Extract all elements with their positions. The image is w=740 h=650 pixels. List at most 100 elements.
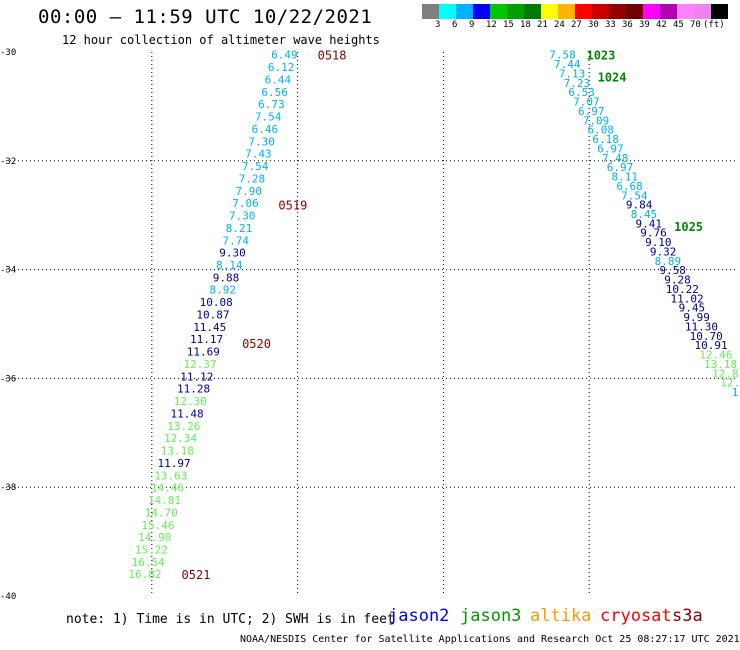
time-label: 0520 [242, 337, 271, 351]
swh-value: 11.48 [171, 407, 204, 420]
colorbar-swatch [711, 4, 728, 19]
swh-value: 7.48 [602, 152, 629, 165]
swh-value: 8.89 [655, 255, 682, 268]
swh-value: 7.74 [223, 234, 250, 247]
colorbar-swatch [592, 4, 609, 19]
colorbar-swatch [558, 4, 575, 19]
legend-jason2: jason2 [388, 606, 450, 626]
y-tick-label: -36 [0, 374, 16, 384]
colorbar-label: 36 [622, 20, 633, 30]
legend-altika: altika [530, 606, 592, 626]
swh-value: 6.53 [568, 86, 595, 99]
colorbar-swatch [490, 4, 507, 19]
colorbar-label: 27 [571, 20, 582, 30]
swh-value: 9.58 [659, 264, 686, 277]
swh-value: 9.41 [635, 217, 662, 230]
colorbar-label: 18 [520, 20, 531, 30]
time-label: 1024 [598, 70, 627, 84]
swh-value: 9.99 [683, 311, 710, 324]
colorbar-swatch [541, 4, 558, 19]
swh-value: 6.97 [597, 142, 624, 155]
swh-value: 6.44 [265, 73, 292, 86]
swh-value: 1 [732, 386, 739, 399]
swh-value: 10.70 [690, 330, 723, 343]
colorbar-label: 39 [639, 20, 650, 30]
swh-value: 14.90 [138, 531, 171, 544]
swh-value: 14.81 [148, 494, 181, 507]
footer-credit: NOAA/NESDIS Center for Satellite Applica… [240, 634, 740, 645]
swh-value: 10.91 [694, 339, 727, 352]
swh-value: 7.23 [564, 77, 591, 90]
note-text: note: 1) Time is in UTC; 2) SWH is in fe… [66, 612, 395, 627]
colorbar-swatch [439, 4, 456, 19]
legend-s3a: s3a [672, 606, 703, 626]
colorbar-label: 15 [503, 20, 514, 30]
swh-value: 7.90 [235, 185, 262, 198]
colorbar [422, 4, 728, 19]
swh-value: 10.22 [666, 283, 699, 296]
swh-value: 9.76 [640, 227, 667, 240]
swh-value: 7.06 [232, 197, 259, 210]
y-tick-label: -32 [0, 157, 16, 167]
chart-area: 606366697275-30-32-34-36-38-406.496.126.… [0, 48, 740, 602]
legend-cryosat: cryosat [600, 606, 672, 626]
swh-value: 9.30 [219, 247, 246, 260]
time-label: 1025 [674, 220, 703, 234]
y-tick-label: -34 [0, 266, 16, 276]
swh-value: 7.58 [549, 49, 576, 62]
colorbar-label: 45 [673, 20, 684, 30]
swh-value: 15.22 [135, 544, 168, 557]
time-label: 1023 [586, 49, 615, 63]
swh-value: 9.32 [650, 245, 677, 258]
colorbar-label: 30 [588, 20, 599, 30]
swh-value: 6.46 [252, 123, 279, 136]
swh-value: 7.28 [239, 172, 266, 185]
swh-value: 13.18 [704, 358, 737, 371]
colorbar-swatch [524, 4, 541, 19]
colorbar-swatch [507, 4, 524, 19]
page-title: 00:00 – 11:59 UTC 10/22/2021 [38, 6, 373, 28]
swh-value: 14.70 [145, 506, 178, 519]
swh-value: 11.17 [190, 333, 223, 346]
swh-value: 7.13 [559, 67, 586, 80]
y-tick-label: -30 [0, 48, 16, 58]
y-tick-label: -40 [0, 592, 16, 602]
swh-value: 6.56 [261, 86, 288, 99]
swh-value: 6.97 [578, 105, 605, 118]
swh-value: 8.14 [216, 259, 243, 272]
swh-value: 15.46 [141, 519, 174, 532]
swh-value: 7.54 [242, 160, 269, 173]
swh-value: 12.37 [183, 358, 216, 371]
swh-value: 6.18 [592, 133, 619, 146]
colorbar-label: 70 [690, 20, 701, 30]
colorbar-label: (ft) [703, 20, 725, 30]
swh-value: 6.73 [258, 98, 285, 111]
swh-value: 6.49 [271, 49, 298, 62]
colorbar-swatch [694, 4, 711, 19]
colorbar-label: 24 [554, 20, 565, 30]
colorbar-swatch [609, 4, 626, 19]
swh-value: 12.30 [174, 395, 207, 408]
time-label: 0521 [182, 568, 211, 582]
swh-value: 9.45 [679, 302, 706, 315]
swh-value: 10.87 [196, 308, 229, 321]
colorbar-swatch [626, 4, 643, 19]
swh-value: 14.46 [151, 482, 184, 495]
swh-value: 8.92 [210, 284, 237, 297]
swh-value: 9.88 [213, 271, 240, 284]
swh-value: 7.30 [229, 210, 256, 223]
swh-value: 8.11 [612, 171, 639, 184]
swh-value: 7.07 [573, 96, 600, 109]
swh-value: 9.84 [626, 199, 653, 212]
swh-value: 9.10 [645, 236, 672, 249]
swh-value: 12.8 [712, 367, 739, 380]
swh-value: 6.08 [588, 124, 615, 137]
colorbar-label: 6 [452, 20, 458, 30]
colorbar-swatch [456, 4, 473, 19]
colorbar-swatch [643, 4, 660, 19]
colorbar-swatch [422, 4, 439, 19]
colorbar-label: 3 [435, 20, 441, 30]
swh-value: 11.97 [158, 457, 191, 470]
track-west: 6.496.126.446.566.737.546.467.307.437.54… [128, 49, 346, 583]
